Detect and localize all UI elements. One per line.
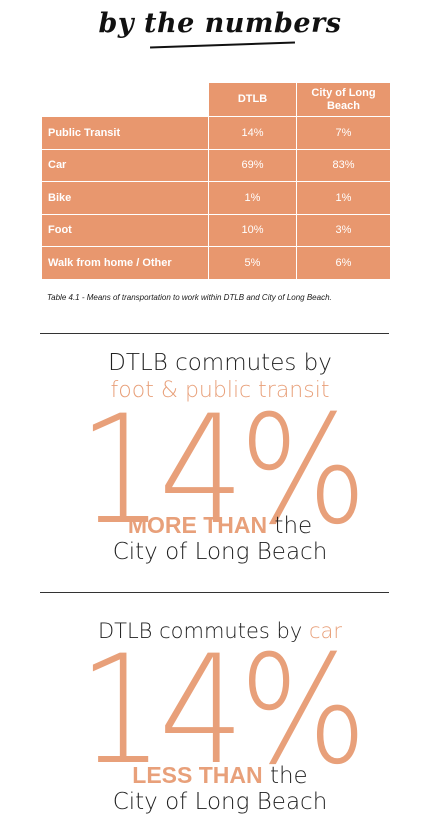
stat1-line2: foot & public transit	[110, 378, 330, 403]
stat2-line4: City of Long Beach	[112, 789, 328, 815]
cell-dtlb: 69%	[208, 148, 297, 182]
row-label: Walk from home / Other	[41, 246, 209, 280]
section-divider	[40, 333, 389, 334]
stat2-line1: DTLB commutes by car	[0, 619, 440, 643]
transport-table: DTLB City of Long Beach Public Transit 1…	[41, 82, 391, 280]
cell-dtlb: 1%	[208, 181, 297, 215]
table-row: Public Transit 14% 7%	[41, 116, 391, 150]
cell-city: 1%	[296, 181, 391, 215]
table-row: Foot 10% 3%	[41, 213, 391, 247]
stat2-after: the	[262, 763, 308, 789]
cell-dtlb: 5%	[208, 246, 297, 280]
stat1-line3: MORE THAN the	[0, 512, 440, 539]
stat1-big-number: 14%	[78, 384, 367, 558]
cell-dtlb: 10%	[208, 213, 297, 247]
table-header-row: DTLB City of Long Beach	[41, 82, 391, 117]
cell-city: 3%	[296, 213, 391, 247]
row-label: Bike	[41, 181, 209, 215]
stat2-emphasis: LESS THAN	[132, 762, 263, 788]
column-header-city: City of Long Beach	[296, 82, 391, 117]
stat2-prefix: DTLB commutes by	[97, 619, 309, 643]
column-header-dtlb: DTLB	[208, 82, 297, 117]
heading-underline	[150, 41, 295, 49]
stat2-line3: LESS THAN the	[0, 762, 440, 789]
table-caption: Table 4.1 - Means of transportation to w…	[47, 293, 332, 302]
page-heading: by the numbers	[98, 8, 342, 39]
table-row: Bike 1% 1%	[41, 181, 391, 215]
stat1-after: the	[267, 513, 313, 539]
section-divider	[40, 592, 389, 593]
cell-city: 6%	[296, 246, 391, 280]
cell-dtlb: 14%	[208, 116, 297, 150]
stat2-big-number: 14%	[78, 624, 367, 798]
table-corner	[41, 82, 209, 117]
row-label: Foot	[41, 213, 209, 247]
stat1-emphasis: MORE THAN	[127, 512, 268, 538]
table-row: Car 69% 83%	[41, 148, 391, 182]
table-row: Walk from home / Other 5% 6%	[41, 246, 391, 280]
stat1-line4: City of Long Beach	[112, 539, 328, 565]
stat1-line1: DTLB commutes by	[108, 350, 332, 376]
cell-city: 83%	[296, 148, 391, 182]
row-label: Car	[41, 148, 209, 182]
stat2-accent: car	[308, 619, 342, 643]
cell-city: 7%	[296, 116, 391, 150]
row-label: Public Transit	[41, 116, 209, 150]
column-header-city-label: City of Long Beach	[311, 86, 376, 112]
